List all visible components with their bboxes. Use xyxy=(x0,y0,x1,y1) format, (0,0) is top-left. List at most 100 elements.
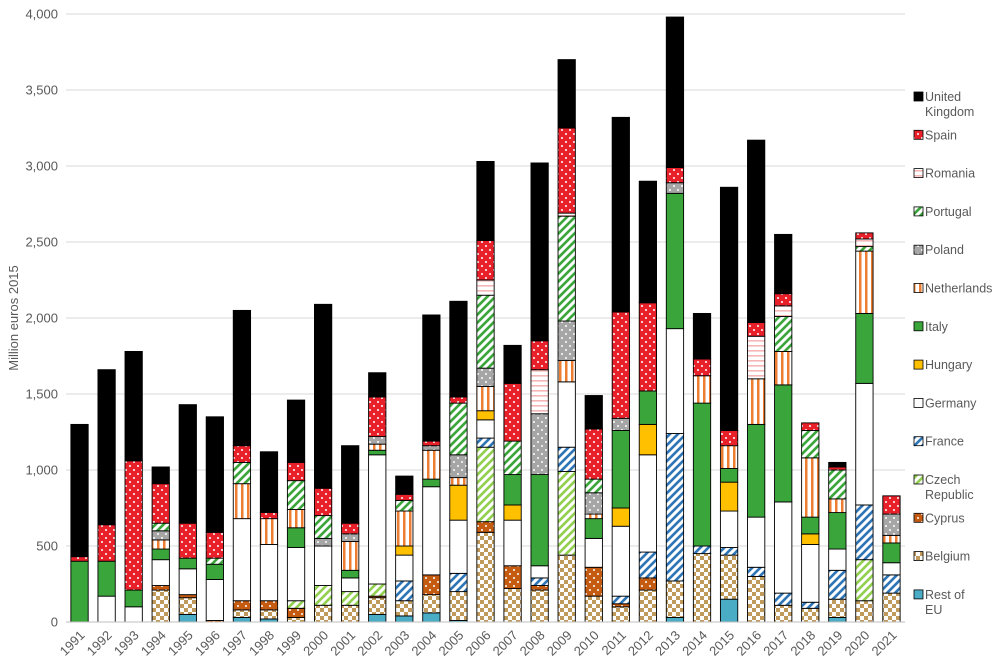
bar-segment-portugal xyxy=(855,246,874,252)
legend-item-france: France xyxy=(913,435,964,449)
bar-segment-rest-of-eu xyxy=(178,613,197,623)
x-tick-label: 1993 xyxy=(111,628,142,659)
bar-segment-spain xyxy=(205,531,224,559)
bar-segment-belgium xyxy=(747,575,766,623)
bar-segment-poland xyxy=(882,513,901,536)
bar-segment-netherlands xyxy=(476,385,495,412)
bar-segment-germany xyxy=(503,519,522,567)
bar-segment-cyprus xyxy=(476,521,495,533)
bar-segment-rest-of-eu xyxy=(395,615,414,623)
bar-segment-belgium xyxy=(178,597,197,615)
x-tick-label: 2006 xyxy=(463,628,494,659)
bar-segment-belgium xyxy=(882,592,901,623)
bar-segment-cyprus xyxy=(530,585,549,591)
legend-item-italy: Italy xyxy=(913,320,949,334)
legend-item-poland: Poland xyxy=(913,243,964,257)
legend-label: Hungary xyxy=(925,358,973,372)
bar-segment-belgium xyxy=(801,607,820,623)
bar-segment-belgium xyxy=(314,604,333,623)
x-tick-label: 1997 xyxy=(219,628,250,659)
bar-segment-united-kingdom xyxy=(286,399,306,463)
bar-segment-united-kingdom xyxy=(584,395,603,430)
legend-swatch xyxy=(913,551,924,561)
bar-segment-italy xyxy=(692,402,712,547)
bar-segment-germany xyxy=(286,547,306,602)
bar-segment-rest-of-eu xyxy=(368,613,387,623)
bar-segment-germany xyxy=(422,486,441,576)
bar-segment-czech-republic xyxy=(286,600,306,609)
bar-segment-spain xyxy=(719,430,739,447)
legend-swatch xyxy=(913,168,924,179)
x-tick-label: 2005 xyxy=(435,628,466,659)
x-axis-ticks: 1991199219931994199519961997199819992000… xyxy=(57,628,900,659)
bar-segment-spain xyxy=(747,322,766,337)
bar-segment-cyprus xyxy=(178,594,197,599)
legend: United Kingdom Spain Romania Portugal Poland N… xyxy=(913,90,992,617)
bar-segment-portugal xyxy=(828,469,847,500)
bar-segment-portugal xyxy=(314,515,333,539)
bar-segment-cyprus xyxy=(232,600,252,611)
bar-segment-france xyxy=(801,601,820,609)
y-tick-label: 2,000 xyxy=(25,311,58,326)
bar-segment-netherlands xyxy=(395,510,414,547)
bar-segment-united-kingdom xyxy=(151,466,170,485)
bar-segment-spain xyxy=(557,127,576,214)
bar-segment-united-kingdom xyxy=(124,350,143,462)
bar-segment-germany xyxy=(178,568,197,596)
bar-segment-belgium xyxy=(719,554,739,600)
bar-segment-czech-republic xyxy=(314,585,333,606)
bar-segment-cyprus xyxy=(584,566,603,597)
bar-segment-italy xyxy=(747,423,766,518)
bar-segment-netherlands xyxy=(422,449,441,480)
bar-segment-france xyxy=(882,574,901,594)
bar-segment-italy xyxy=(882,542,901,564)
bar-segment-poland xyxy=(665,182,685,194)
x-tick-label: 2019 xyxy=(814,628,845,659)
bar-segment-rest-of-eu xyxy=(828,616,847,623)
bar-segment-spain xyxy=(665,167,685,184)
bar-segment-germany xyxy=(719,510,739,548)
bar-segment-rest-of-eu xyxy=(665,616,685,623)
bar-segment-france xyxy=(530,577,549,586)
bar-segment-italy xyxy=(801,516,820,535)
legend-label: Cyprus xyxy=(925,511,965,525)
bar-segment-cyprus xyxy=(286,607,306,618)
bar-segment-netherlands xyxy=(151,539,170,550)
bar-segment-belgium xyxy=(692,553,712,623)
bar-segment-spain xyxy=(801,422,820,431)
bar-segment-belgium xyxy=(774,604,793,623)
x-tick-label: 1994 xyxy=(138,628,169,659)
bar-segment-netherlands xyxy=(584,513,603,520)
legend-item-netherlands: Netherlands xyxy=(913,282,992,296)
y-tick-label: 1,500 xyxy=(25,387,58,402)
bar-segment-spain xyxy=(530,340,549,371)
bar-segment-netherlands xyxy=(286,509,306,529)
x-tick-label: 2018 xyxy=(787,628,818,659)
bar-segment-spain xyxy=(882,495,901,515)
bar-segment-netherlands xyxy=(692,375,712,404)
bar-segment-germany xyxy=(638,454,657,553)
bar-segment-portugal xyxy=(205,557,224,565)
bar-segment-germany xyxy=(855,382,874,506)
x-tick-label: 2004 xyxy=(408,628,439,659)
bars xyxy=(70,16,901,623)
y-axis-ticks: 0 500 1,000 1,500 2,000 2,500 3,000 3,500 4,000 xyxy=(25,7,58,630)
bar-segment-belgium xyxy=(449,591,468,621)
bar-segment-czech-republic xyxy=(557,471,576,556)
bar-segment-portugal xyxy=(395,499,414,512)
y-tick-label: 4,000 xyxy=(25,7,58,22)
bar-segment-poland xyxy=(584,492,603,515)
bar-segment-italy xyxy=(124,589,143,608)
bar-segment-belgium xyxy=(530,589,549,623)
bar-segment-netherlands xyxy=(368,443,387,451)
bar-segment-italy xyxy=(719,468,739,483)
bar-segment-belgium xyxy=(151,589,170,623)
bar-segment-italy xyxy=(368,449,387,456)
bar-segment-italy xyxy=(70,560,89,623)
bar-segment-italy xyxy=(503,474,522,506)
legend-label: Netherlands xyxy=(925,282,992,296)
bar-segment-united-kingdom xyxy=(638,180,657,304)
bar-segment-united-kingdom xyxy=(828,461,847,468)
bar-segment-poland xyxy=(557,320,576,362)
